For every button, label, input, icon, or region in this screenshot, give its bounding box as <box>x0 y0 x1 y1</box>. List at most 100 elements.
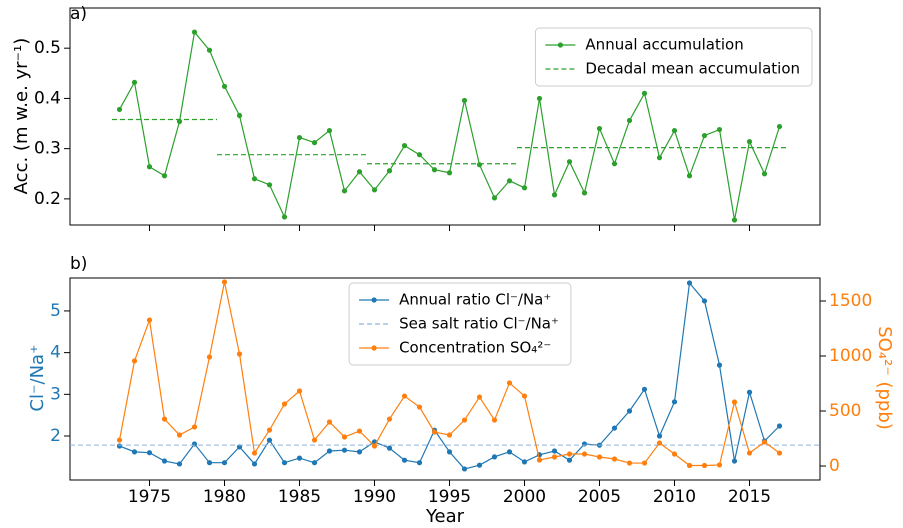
data-point <box>266 427 273 433</box>
data-point <box>776 123 783 130</box>
data-point <box>416 404 423 410</box>
data-point <box>686 173 693 179</box>
data-point <box>326 419 333 425</box>
legend-marker <box>371 345 377 351</box>
data-point <box>581 190 588 196</box>
data-point <box>521 185 528 191</box>
series-line <box>112 118 787 165</box>
data-point <box>341 447 348 453</box>
data-point <box>131 79 138 85</box>
plot-frame <box>69 7 821 226</box>
data-point <box>701 132 708 139</box>
data-point <box>776 450 783 456</box>
x-tick-label: 1990 <box>353 487 396 507</box>
data-point <box>536 95 543 102</box>
data-point <box>491 195 498 201</box>
data-point <box>761 171 768 177</box>
data-point <box>281 460 288 466</box>
data-point <box>221 279 228 285</box>
data-point <box>416 152 423 158</box>
data-point <box>296 455 303 461</box>
legend-label: Decadal mean accumulation <box>585 60 800 78</box>
data-point <box>626 460 633 466</box>
y-tick-label: 0.3 <box>34 139 61 159</box>
data-point <box>191 424 198 430</box>
data-point <box>221 460 228 466</box>
data-point <box>386 445 393 451</box>
data-point <box>506 449 513 455</box>
data-point <box>251 176 258 182</box>
data-point <box>311 437 318 443</box>
data-point <box>581 451 588 457</box>
x-axis-label: Year <box>425 506 465 527</box>
x-tick-label: 2010 <box>653 487 696 507</box>
data-point <box>356 449 363 455</box>
x-tick-label: 2015 <box>728 487 771 507</box>
data-point <box>551 192 558 198</box>
data-point <box>521 393 528 399</box>
data-point <box>641 386 648 392</box>
data-point <box>611 161 618 167</box>
data-point <box>461 466 468 472</box>
data-point <box>311 140 318 146</box>
data-point <box>281 401 288 407</box>
x-tick-label: 2000 <box>503 487 546 507</box>
legend-box <box>534 27 813 87</box>
x-tick-label: 1985 <box>278 487 321 507</box>
legend-label: Concentration SO₄²⁻ <box>399 339 551 357</box>
legend: Annual accumulation Decadal mean accumula… <box>534 27 813 87</box>
data-point <box>701 298 708 304</box>
y-axis-label: Acc. (m w.e. yr⁻¹) <box>11 38 32 195</box>
data-point <box>341 188 348 194</box>
data-point <box>611 456 618 462</box>
legend-label: Annual accumulation <box>585 36 743 54</box>
y2-tick-label: 1000 <box>829 346 872 366</box>
data-point <box>161 458 168 464</box>
data-point <box>686 280 693 286</box>
data-point <box>206 354 213 360</box>
data-point <box>161 173 168 179</box>
y-tick-label: 5 <box>50 301 61 321</box>
x-tick-label: 2005 <box>578 487 621 507</box>
data-point <box>326 127 333 134</box>
data-point <box>626 117 633 124</box>
data-point <box>491 454 498 460</box>
data-point <box>356 428 363 434</box>
data-point <box>686 462 693 469</box>
data-point <box>221 83 228 89</box>
data-point <box>611 425 618 431</box>
data-point <box>581 441 588 447</box>
data-point <box>356 169 363 175</box>
y2-tick-label: 1500 <box>829 291 872 311</box>
data-point <box>386 168 393 174</box>
panel-label: b) <box>70 254 87 274</box>
data-point <box>716 462 723 468</box>
data-point <box>596 125 603 132</box>
data-point <box>311 460 318 466</box>
data-point <box>701 462 708 469</box>
data-point <box>671 399 678 405</box>
data-point <box>746 389 753 395</box>
data-point <box>206 460 213 466</box>
data-point <box>746 450 753 456</box>
data-point <box>371 443 378 449</box>
x-tick-label: 1975 <box>128 487 171 507</box>
data-point <box>566 451 573 457</box>
data-point <box>116 437 123 443</box>
data-point <box>731 399 738 405</box>
data-point <box>776 423 783 429</box>
data-point <box>371 187 378 193</box>
data-point <box>341 434 348 440</box>
data-point <box>656 433 663 439</box>
data-point <box>596 454 603 460</box>
legend-label: Sea salt ratio Cl⁻/Na⁺ <box>399 315 559 333</box>
legend-label: Annual ratio Cl⁻/Na⁺ <box>399 291 551 309</box>
legend-marker <box>557 42 564 48</box>
data-point <box>446 432 453 438</box>
y2-axis-label: SO₄²⁻ (ppb) <box>874 326 895 430</box>
data-point <box>131 358 138 364</box>
y-tick-label: 4 <box>50 343 61 363</box>
data-point <box>176 118 183 125</box>
data-point <box>251 461 258 467</box>
data-point <box>191 441 198 447</box>
